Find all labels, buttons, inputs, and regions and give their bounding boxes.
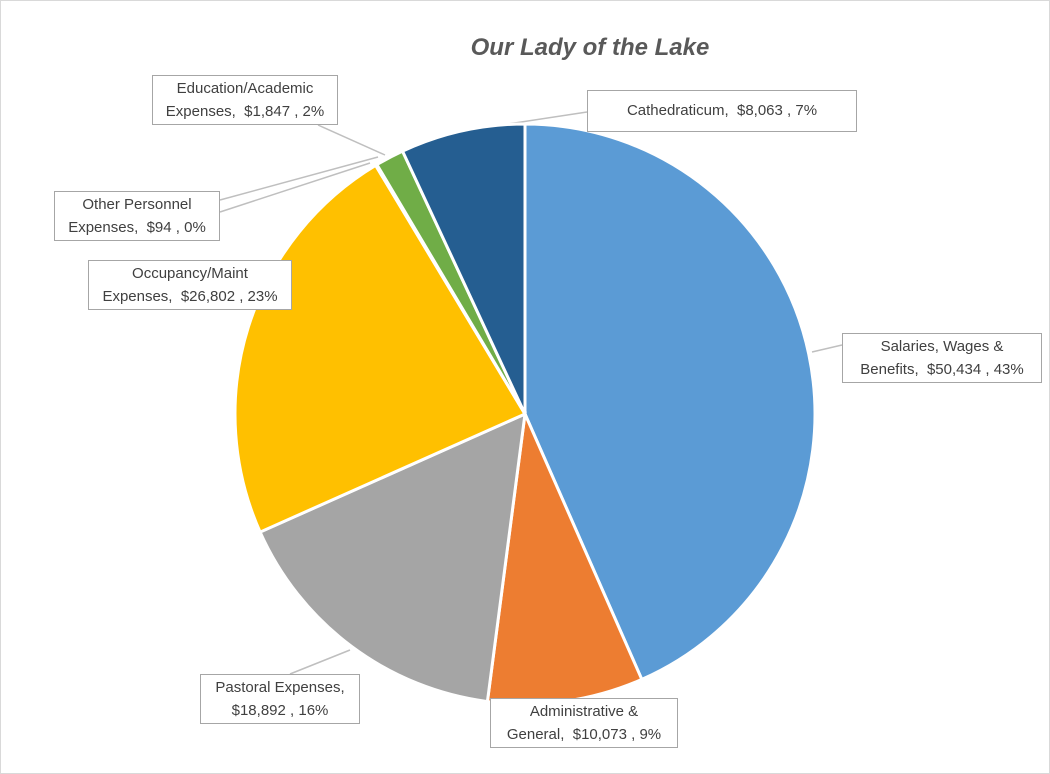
- leader-line: [289, 649, 351, 675]
- data-label-pastoral: Pastoral Expenses, $18,892 , 16%: [200, 674, 360, 724]
- chart-title: Our Lady of the Lake: [470, 34, 710, 61]
- data-label-administrative: Administrative & General, $10,073 , 9%: [490, 698, 678, 748]
- data-label-other-personnel: Other Personnel Expenses, $94 , 0%: [54, 191, 220, 241]
- leader-lines: [219, 111, 843, 675]
- pie-slice-cathedraticum: [400, 122, 527, 415]
- data-label-occupancy: Occupancy/Maint Expenses, $26,802 , 23%: [88, 260, 292, 310]
- pie-slice-occupancy-maint-expenses: [233, 163, 528, 535]
- leader-line: [811, 344, 843, 353]
- data-label-education: Education/Academic Expenses, $1,847 , 2%: [152, 75, 338, 125]
- data-label-salaries: Salaries, Wages & Benefits, $50,434 , 43%: [842, 333, 1042, 383]
- leader-line: [219, 162, 371, 213]
- data-label-cathedraticum: Cathedraticum, $8,063 , 7%: [587, 90, 857, 132]
- leader-line: [317, 124, 386, 156]
- pie-slice-salaries-wages-benefits: [523, 122, 817, 682]
- pie-slice-pastoral-expenses: [258, 411, 527, 704]
- leader-line: [219, 156, 379, 201]
- pie-slices: [233, 122, 817, 706]
